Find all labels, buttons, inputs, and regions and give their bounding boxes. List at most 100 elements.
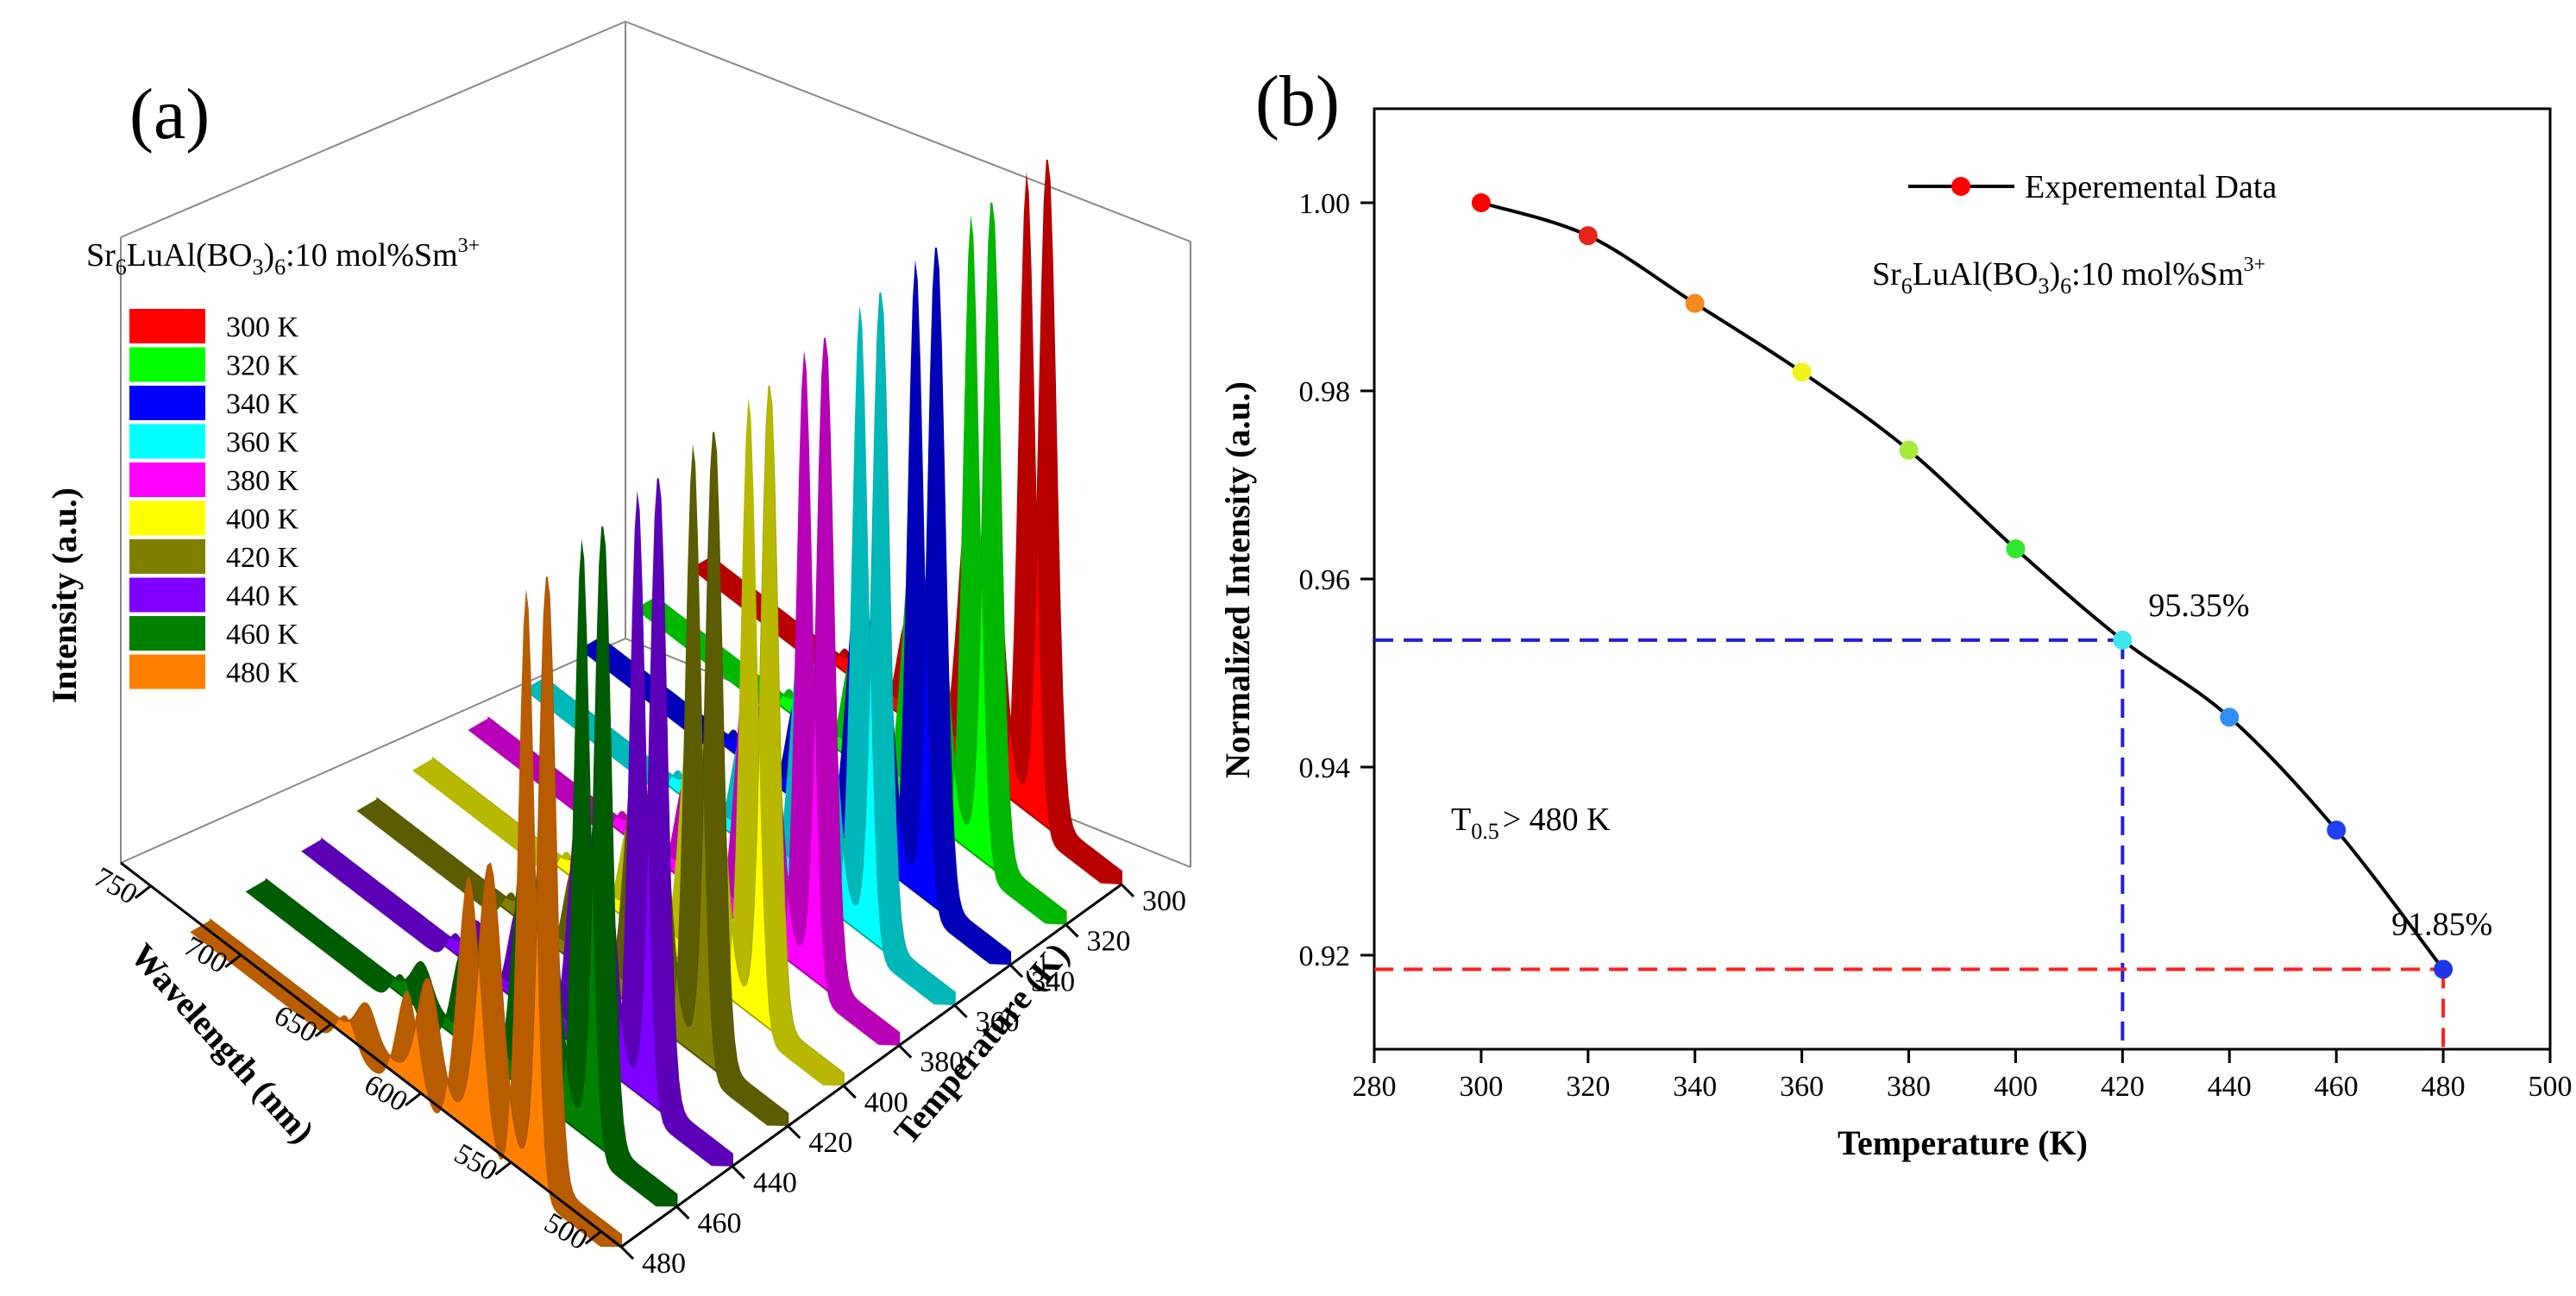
box-edge-top-right bbox=[625, 21, 1191, 242]
legend-swatch-480k bbox=[129, 654, 205, 689]
x-tick-label: 480 bbox=[2422, 1071, 2466, 1103]
y-axis-ticks: 0.92 0.94 0.96 0.98 1.00 bbox=[1299, 188, 1374, 972]
spectrum-ridge-face-340k bbox=[579, 248, 1011, 966]
temperature-tick-label: 440 bbox=[753, 1167, 797, 1199]
value-annotations: 95.35% 91.85% bbox=[2148, 588, 2492, 943]
spectrum-ridge-face-480k bbox=[190, 576, 621, 1247]
wavelength-tick-mark bbox=[405, 1092, 422, 1107]
temperature-tick-mark bbox=[842, 1085, 857, 1099]
panel-a-legend: 300 K 320 K 340 K 360 K 380 K 400 K 420 K 440 K… bbox=[129, 309, 299, 689]
data-point-320k bbox=[1578, 226, 1598, 246]
legend-swatch-380k bbox=[129, 462, 205, 497]
temperature-tick-label: 320 bbox=[1087, 926, 1131, 958]
series-line-experimental-data bbox=[1480, 201, 2445, 971]
x-axis-title: Temperature (K) bbox=[1838, 1123, 2088, 1162]
guide-lines bbox=[1374, 638, 2446, 1049]
wavelength-tick-mark bbox=[224, 953, 242, 968]
legend-swatch-340k bbox=[129, 386, 205, 420]
y-tick-label: 1.00 bbox=[1299, 188, 1351, 220]
temperature-tick-label: 380 bbox=[920, 1047, 964, 1079]
temperature-tick-label: 300 bbox=[1142, 885, 1186, 917]
x-tick-label: 340 bbox=[1673, 1071, 1717, 1103]
x-tick-label: 280 bbox=[1353, 1071, 1397, 1103]
data-point-340k bbox=[1685, 293, 1705, 313]
legend-swatch-400k bbox=[129, 500, 205, 536]
plot-area-frame bbox=[1373, 107, 2552, 1051]
legend-swatch-420k bbox=[129, 539, 205, 574]
temperature-tick-mark bbox=[1009, 964, 1024, 978]
x-tick-label: 500 bbox=[2529, 1071, 2573, 1103]
x-tick-label: 420 bbox=[2101, 1071, 2145, 1103]
legend-label-300k: 300 K bbox=[226, 311, 299, 343]
spectrum-ridge-face-360k bbox=[523, 293, 955, 1006]
panel-b-material-label: Sr6LuAl(BO3)6:10 mol%Sm3+ bbox=[1872, 254, 2265, 299]
data-point-420k bbox=[2113, 630, 2133, 650]
legend-label-480k: 480 K bbox=[226, 657, 299, 689]
x-tick-label: 400 bbox=[1994, 1071, 2038, 1103]
temperature-axis-line bbox=[620, 883, 1122, 1249]
y-axis-title: Normalized Intensity (a.u.) bbox=[1218, 381, 1257, 778]
legend-swatch-300k bbox=[129, 309, 205, 343]
temperature-tick-mark bbox=[1120, 883, 1135, 898]
temperature-tick-label: 480 bbox=[642, 1248, 686, 1280]
wavelength-tick-mark bbox=[314, 1022, 332, 1038]
temperature-tick-label: 460 bbox=[697, 1207, 741, 1239]
spectrum-ridge-face-300k bbox=[690, 160, 1122, 884]
temperature-tick-mark bbox=[731, 1165, 745, 1180]
data-point-380k bbox=[1899, 440, 1919, 460]
legend-label-360k: 360 K bbox=[226, 427, 299, 459]
data-points bbox=[1471, 193, 2453, 979]
temperature-tick-label: 340 bbox=[1031, 966, 1075, 997]
temperature-tick-mark bbox=[898, 1044, 913, 1059]
data-point-460k bbox=[2327, 821, 2347, 840]
wavelength-axis-line bbox=[120, 861, 622, 1249]
spectrum-ridge-face-460k bbox=[245, 526, 677, 1207]
panel-a-spectra bbox=[190, 160, 1122, 1249]
x-axis-ticks: 280 300 320 340 360 380 400 420 440 460 480 500 bbox=[1353, 1049, 2573, 1103]
x-tick-label: 460 bbox=[2315, 1071, 2359, 1103]
legend-swatch-360k bbox=[129, 424, 205, 459]
x-tick-label: 380 bbox=[1887, 1071, 1931, 1103]
panel-b-legend: Experemental Data bbox=[1908, 169, 2277, 205]
temperature-tick-mark bbox=[619, 1245, 635, 1261]
temperature-tick-mark bbox=[953, 1003, 968, 1019]
panel-a-material-label: Sr6LuAl(BO3)6:10 mol%Sm3+ bbox=[86, 235, 480, 280]
wavelength-tick-mark bbox=[134, 884, 152, 899]
x-tick-label: 360 bbox=[1780, 1071, 1824, 1103]
legend-label-460k: 460 K bbox=[226, 619, 299, 651]
spectrum-ridge-face-420k bbox=[356, 431, 789, 1126]
y-tick-label: 0.92 bbox=[1299, 941, 1351, 972]
legend-label-400k: 400 K bbox=[226, 504, 299, 536]
temperature-ticks: 300 320 340 360 380 400 420 440 460 480 bbox=[619, 883, 1186, 1280]
box-edge-top-left bbox=[120, 21, 626, 238]
legend-label: Experemental Data bbox=[2025, 169, 2277, 205]
data-point-360k bbox=[1792, 362, 1812, 382]
panel-b-label: (b) bbox=[1255, 61, 1340, 142]
annotation-label-1: 91.85% bbox=[2391, 906, 2492, 942]
legend-label-320k: 320 K bbox=[226, 350, 299, 382]
legend-marker bbox=[1951, 177, 1970, 196]
temperature-tick-label: 400 bbox=[864, 1086, 908, 1118]
data-point-300k bbox=[1471, 193, 1491, 212]
legend-swatch-320k bbox=[129, 347, 205, 382]
y-tick-label: 0.94 bbox=[1299, 752, 1351, 784]
data-point-480k bbox=[2434, 959, 2453, 979]
temperature-tick-label: 360 bbox=[976, 1006, 1020, 1038]
spectrum-ridge-face-320k bbox=[634, 202, 1066, 925]
annotation-label-0: 95.35% bbox=[2148, 588, 2249, 624]
temperature-tick-mark bbox=[1065, 923, 1079, 938]
temperature-tick-label: 420 bbox=[808, 1127, 852, 1159]
legend-label-380k: 380 K bbox=[226, 465, 299, 497]
x-tick-label: 440 bbox=[2208, 1071, 2252, 1103]
temperature-tick-mark bbox=[675, 1205, 690, 1220]
y-tick-label: 0.96 bbox=[1299, 564, 1351, 596]
box-edge-floor-left bbox=[120, 638, 626, 864]
legend-label-340k: 340 K bbox=[226, 388, 299, 420]
x-tick-label: 320 bbox=[1566, 1071, 1610, 1103]
spectrum-ridge-face-440k bbox=[301, 478, 732, 1167]
panel-b-line-chart: 280 300 320 340 360 380 400 420 440 460 480 500 0.9… bbox=[1218, 61, 2573, 1162]
panel-a-z-axis-title: Intensity (a.u.) bbox=[45, 488, 84, 703]
wavelength-tick-mark bbox=[494, 1161, 512, 1176]
